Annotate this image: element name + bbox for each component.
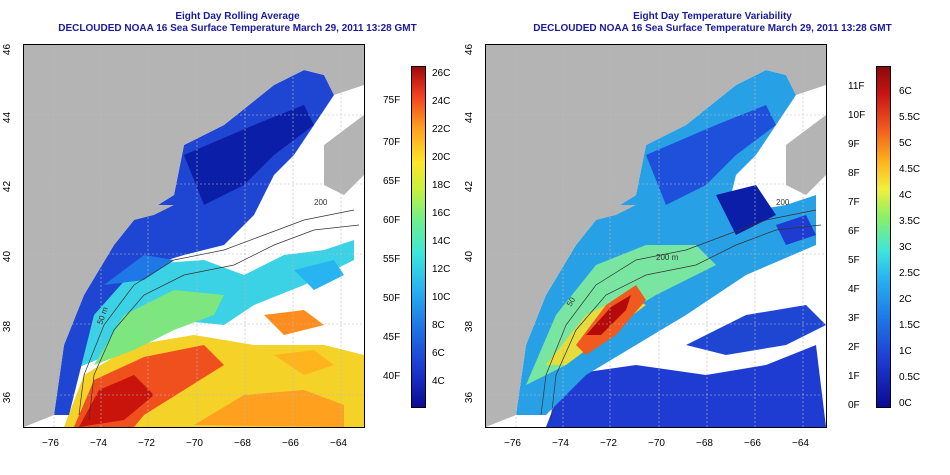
right-c-label: 5.5C	[899, 112, 921, 123]
lon-label--74: −74	[90, 438, 107, 449]
right-title-main: Eight Day Temperature Variability	[633, 11, 792, 22]
lat-label-40: 40	[464, 250, 476, 263]
right-c-label: 4.5C	[899, 164, 921, 175]
right-c-label: 5C	[899, 138, 912, 149]
left-c-label: 18C	[432, 180, 451, 191]
left-c-label: 24C	[432, 96, 451, 107]
left-f-label: 70F	[383, 137, 401, 148]
lon-label--74: −74	[552, 438, 569, 449]
right-c-label: 0C	[899, 398, 912, 409]
lon-label--64: −64	[792, 438, 809, 449]
right-f-label: 4F	[848, 284, 860, 295]
right-contour-label-200: 200	[776, 198, 790, 207]
right-f-label: 0F	[848, 400, 860, 411]
left-c-label: 8C	[432, 320, 445, 331]
lat-label-38: 38	[2, 320, 14, 333]
lat-label-36: 36	[464, 391, 476, 404]
right-c-label: 4C	[899, 190, 912, 201]
left-c-label: 6C	[432, 348, 445, 359]
left-c-label: 10C	[432, 292, 451, 303]
lon-label--72: −72	[600, 438, 617, 449]
right-f-label: 6F	[848, 226, 860, 237]
left-title-sub: DECLOUDED NOAA 16 Sea Surface Temperatur…	[58, 23, 417, 34]
right-f-label: 1F	[848, 371, 860, 382]
left-f-label: 65F	[383, 176, 401, 187]
left-c-label: 26C	[432, 68, 451, 79]
right-f-label: 11F	[848, 81, 865, 92]
left-panel: Eight Day Rolling Average DECLOUDED NOAA…	[2, 11, 451, 449]
left-c-label: 14C	[432, 236, 451, 247]
left-sst-map: 50 m 200	[23, 44, 365, 428]
right-c-label: 1.5C	[899, 320, 921, 331]
right-f-label: 2F	[848, 342, 860, 353]
lon-label--68: −68	[696, 438, 713, 449]
right-f-label: 10F	[848, 110, 866, 121]
lon-label--70: −70	[186, 438, 203, 449]
left-title-main: Eight Day Rolling Average	[175, 11, 300, 22]
lon-label--76: −76	[42, 438, 59, 449]
right-f-label: 7F	[848, 197, 860, 208]
left-contour-label-200: 200	[314, 198, 328, 207]
right-c-label: 1C	[899, 346, 912, 357]
left-c-label: 4C	[432, 376, 445, 387]
left-c-label: 20C	[432, 152, 451, 163]
lat-label-44: 44	[464, 111, 476, 124]
right-colorbar	[876, 66, 891, 408]
lon-label--70: −70	[648, 438, 665, 449]
lat-label-42: 42	[2, 180, 14, 193]
lat-label-42: 42	[464, 180, 476, 193]
left-c-label: 12C	[432, 264, 451, 275]
left-f-label: 45F	[383, 332, 401, 343]
lat-label-46: 46	[2, 43, 14, 56]
lon-label--72: −72	[138, 438, 155, 449]
lat-label-38: 38	[464, 320, 476, 333]
right-f-label: 9F	[848, 139, 860, 150]
right-f-label: 8F	[848, 168, 860, 179]
right-c-label: 2C	[899, 294, 912, 305]
right-c-label: 2.5C	[899, 268, 921, 279]
lon-label--76: −76	[504, 438, 521, 449]
right-f-label: 5F	[848, 255, 860, 266]
left-f-label: 40F	[383, 371, 401, 382]
lon-label--66: −66	[282, 438, 299, 449]
lon-label--68: −68	[234, 438, 251, 449]
right-c-label: 6C	[899, 86, 912, 97]
right-f-label: 3F	[848, 313, 860, 324]
right-variability-map: 200 m 50 200	[485, 44, 827, 428]
lat-label-46: 46	[464, 43, 476, 56]
lon-label--64: −64	[330, 438, 347, 449]
right-c-label: 3C	[899, 242, 912, 253]
right-title-sub: DECLOUDED NOAA 16 Sea Surface Temperatur…	[533, 23, 892, 34]
left-f-label: 60F	[383, 215, 401, 226]
lat-label-36: 36	[2, 391, 14, 404]
right-c-label: 3.5C	[899, 216, 921, 227]
left-f-label: 55F	[383, 254, 401, 265]
right-panel: Eight Day Temperature Variability DECLOU…	[464, 0, 950, 475]
right-c-label: 0.5C	[899, 372, 921, 383]
left-f-label: 75F	[383, 95, 401, 106]
left-c-label: 22C	[432, 124, 451, 135]
right-contour-label-200m: 200 m	[656, 253, 679, 262]
lat-label-44: 44	[2, 111, 14, 124]
lat-label-40: 40	[2, 250, 14, 263]
lon-label--66: −66	[744, 438, 761, 449]
left-colorbar	[411, 66, 426, 408]
left-f-label: 50F	[383, 293, 401, 304]
left-c-label: 16C	[432, 208, 451, 219]
